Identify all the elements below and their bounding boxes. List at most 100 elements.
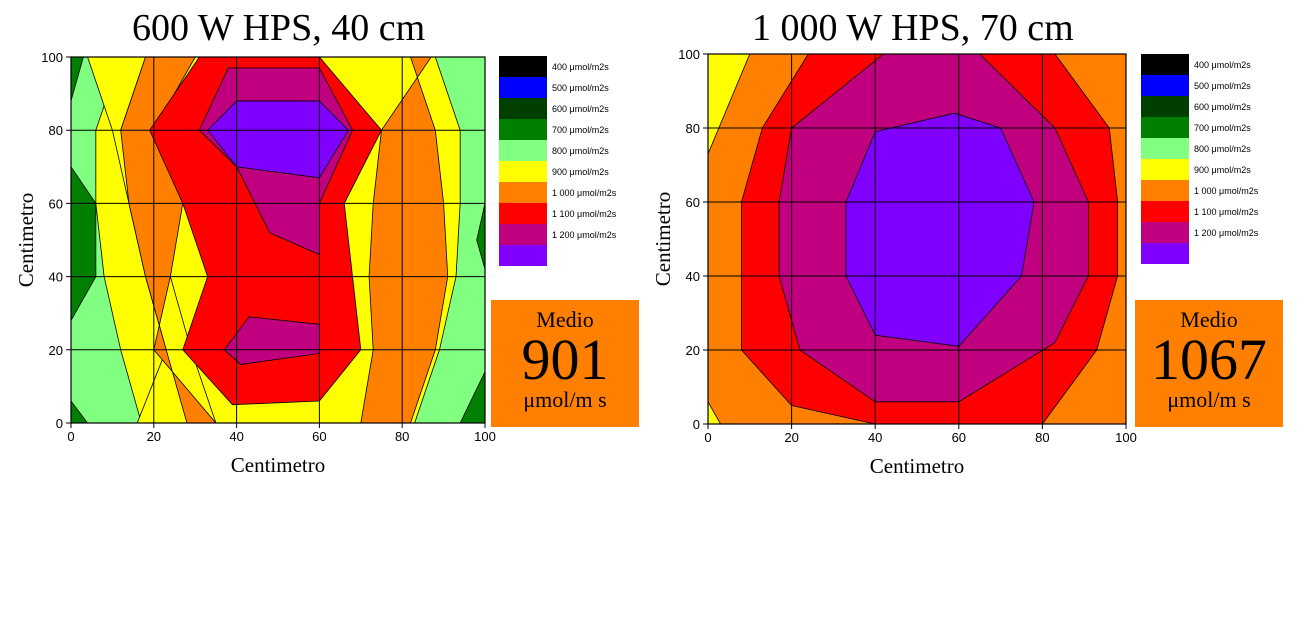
legend-swatch — [1141, 159, 1189, 180]
color-legend-1000w: 400 μmol/m2s 500 μmol/m2s 600 μmol/m2s 700 … — [1141, 54, 1281, 264]
x-tick-label: 80 — [1035, 430, 1049, 445]
legend-swatch — [499, 182, 547, 203]
legend-swatch — [499, 245, 547, 266]
legend-label: 500 μmol/m2s — [552, 82, 609, 93]
legend-label: 400 μmol/m2s — [1194, 59, 1251, 70]
x-tick-label: 100 — [1115, 430, 1137, 445]
legend-swatch — [499, 140, 547, 161]
legend-label: 700 μmol/m2s — [1194, 122, 1251, 133]
legend-entry: 900 μmol/m2s — [499, 161, 639, 182]
contour-region — [71, 400, 89, 423]
contour-region — [459, 371, 485, 423]
y-tick-label: 0 — [693, 417, 700, 432]
average-unit: μmol/m s — [1167, 387, 1251, 412]
legend-label: 600 μmol/m2s — [1194, 101, 1251, 112]
contour-region — [708, 54, 751, 155]
contour-plot-1000w: 0 20 40 60 80 100 0 20 40 60 80 100 Centimetro Centim… — [651, 47, 1137, 478]
chart-title: 600 W HPS, 40 cm — [132, 7, 426, 49]
legend-entry: 1 200 μmol/m2s — [499, 224, 639, 245]
chart-panel-600w: 600 W HPS, 40 cm 0 20 40 60 80 100 0 20 40 60 80 10… — [0, 0, 649, 480]
color-legend-600w: 400 μmol/m2s 500 μmol/m2s 600 μmol/m2s 700 … — [499, 56, 639, 266]
y-tick-label: 20 — [686, 343, 700, 358]
contour-region — [708, 400, 721, 424]
x-axis-label: Centimetro — [231, 453, 325, 477]
legend-label: 900 μmol/m2s — [1194, 164, 1251, 175]
contour-region — [71, 57, 84, 102]
chart-title: 1 000 W HPS, 70 cm — [752, 7, 1074, 49]
legend-entry: 700 μmol/m2s — [1141, 117, 1281, 138]
legend-swatch — [499, 77, 547, 98]
legend-swatch — [1141, 222, 1189, 243]
contour-region — [845, 112, 1035, 347]
plot-frame — [707, 53, 1127, 425]
x-tick-label: 60 — [312, 429, 326, 444]
legend-entry: 400 μmol/m2s — [499, 56, 639, 77]
x-tick-label: 0 — [67, 429, 74, 444]
legend-label: 600 μmol/m2s — [552, 103, 609, 114]
legend-entry: 1 100 μmol/m2s — [1141, 201, 1281, 222]
legend-swatch — [1141, 201, 1189, 222]
legend-swatch — [499, 98, 547, 119]
x-tick-label: 20 — [147, 429, 161, 444]
x-tick-label: 80 — [395, 429, 409, 444]
legend-entry: 500 μmol/m2s — [499, 77, 639, 98]
average-box-1000w: Medio 1067 μmol/m s — [1135, 300, 1283, 427]
legend-entry: 1 100 μmol/m2s — [499, 203, 639, 224]
x-tick-label: 40 — [868, 430, 882, 445]
y-tick-label: 100 — [41, 50, 63, 65]
contour-fills — [71, 57, 485, 423]
legend-entry: 1 000 μmol/m2s — [1141, 180, 1281, 201]
y-tick-label: 80 — [686, 121, 700, 136]
contour-plot-600w: 0 20 40 60 80 100 0 20 40 60 80 100 Centimetro Centim… — [14, 50, 496, 477]
average-value: 901 — [521, 327, 609, 392]
legend-label: 800 μmol/m2s — [552, 145, 609, 156]
legend-label: 400 μmol/m2s — [552, 61, 609, 72]
legend-swatch — [1141, 96, 1189, 117]
legend-swatch — [499, 203, 547, 224]
x-tick-label: 0 — [704, 430, 711, 445]
legend-entry: 900 μmol/m2s — [1141, 159, 1281, 180]
legend-label: 700 μmol/m2s — [552, 124, 609, 135]
legend-swatch — [1141, 243, 1189, 264]
legend-entry — [1141, 243, 1281, 264]
legend-entry: 600 μmol/m2s — [1141, 96, 1281, 117]
legend-entry: 700 μmol/m2s — [499, 119, 639, 140]
contour-fills — [708, 54, 1126, 424]
legend-swatch — [499, 119, 547, 140]
legend-entry: 800 μmol/m2s — [499, 140, 639, 161]
average-value: 1067 — [1151, 327, 1267, 392]
x-tick-label: 20 — [784, 430, 798, 445]
legend-swatch — [499, 224, 547, 245]
y-tick-label: 100 — [678, 47, 700, 62]
legend-entry: 1 200 μmol/m2s — [1141, 222, 1281, 243]
legend-entry: 800 μmol/m2s — [1141, 138, 1281, 159]
y-tick-label: 60 — [49, 196, 63, 211]
legend-entry: 500 μmol/m2s — [1141, 75, 1281, 96]
legend-label: 1 200 μmol/m2s — [552, 229, 617, 240]
average-label: Medio — [1180, 307, 1238, 332]
y-tick-label: 40 — [49, 270, 63, 285]
x-tick-label: 100 — [474, 429, 496, 444]
legend-label: 900 μmol/m2s — [552, 166, 609, 177]
average-box-600w: Medio 901 μmol/m s — [491, 300, 639, 427]
legend-swatch — [1141, 117, 1189, 138]
y-tick-label: 60 — [686, 195, 700, 210]
average-label: Medio — [536, 307, 594, 332]
legend-swatch — [1141, 180, 1189, 201]
legend-label: 1 200 μmol/m2s — [1194, 227, 1259, 238]
contour-region — [223, 316, 320, 365]
y-tick-label: 20 — [49, 343, 63, 358]
legend-label: 1 000 μmol/m2s — [552, 187, 617, 198]
legend-entry: 1 000 μmol/m2s — [499, 182, 639, 203]
legend-label: 500 μmol/m2s — [1194, 80, 1251, 91]
legend-swatch — [499, 161, 547, 182]
plot-frame — [70, 56, 486, 424]
average-unit: μmol/m s — [523, 387, 607, 412]
legend-label: 1 100 μmol/m2s — [1194, 206, 1259, 217]
legend-entry: 600 μmol/m2s — [499, 98, 639, 119]
x-axis-label: Centimetro — [870, 454, 964, 478]
contour-region — [476, 203, 485, 270]
legend-swatch — [1141, 54, 1189, 75]
y-tick-label: 40 — [686, 269, 700, 284]
legend-label: 800 μmol/m2s — [1194, 143, 1251, 154]
